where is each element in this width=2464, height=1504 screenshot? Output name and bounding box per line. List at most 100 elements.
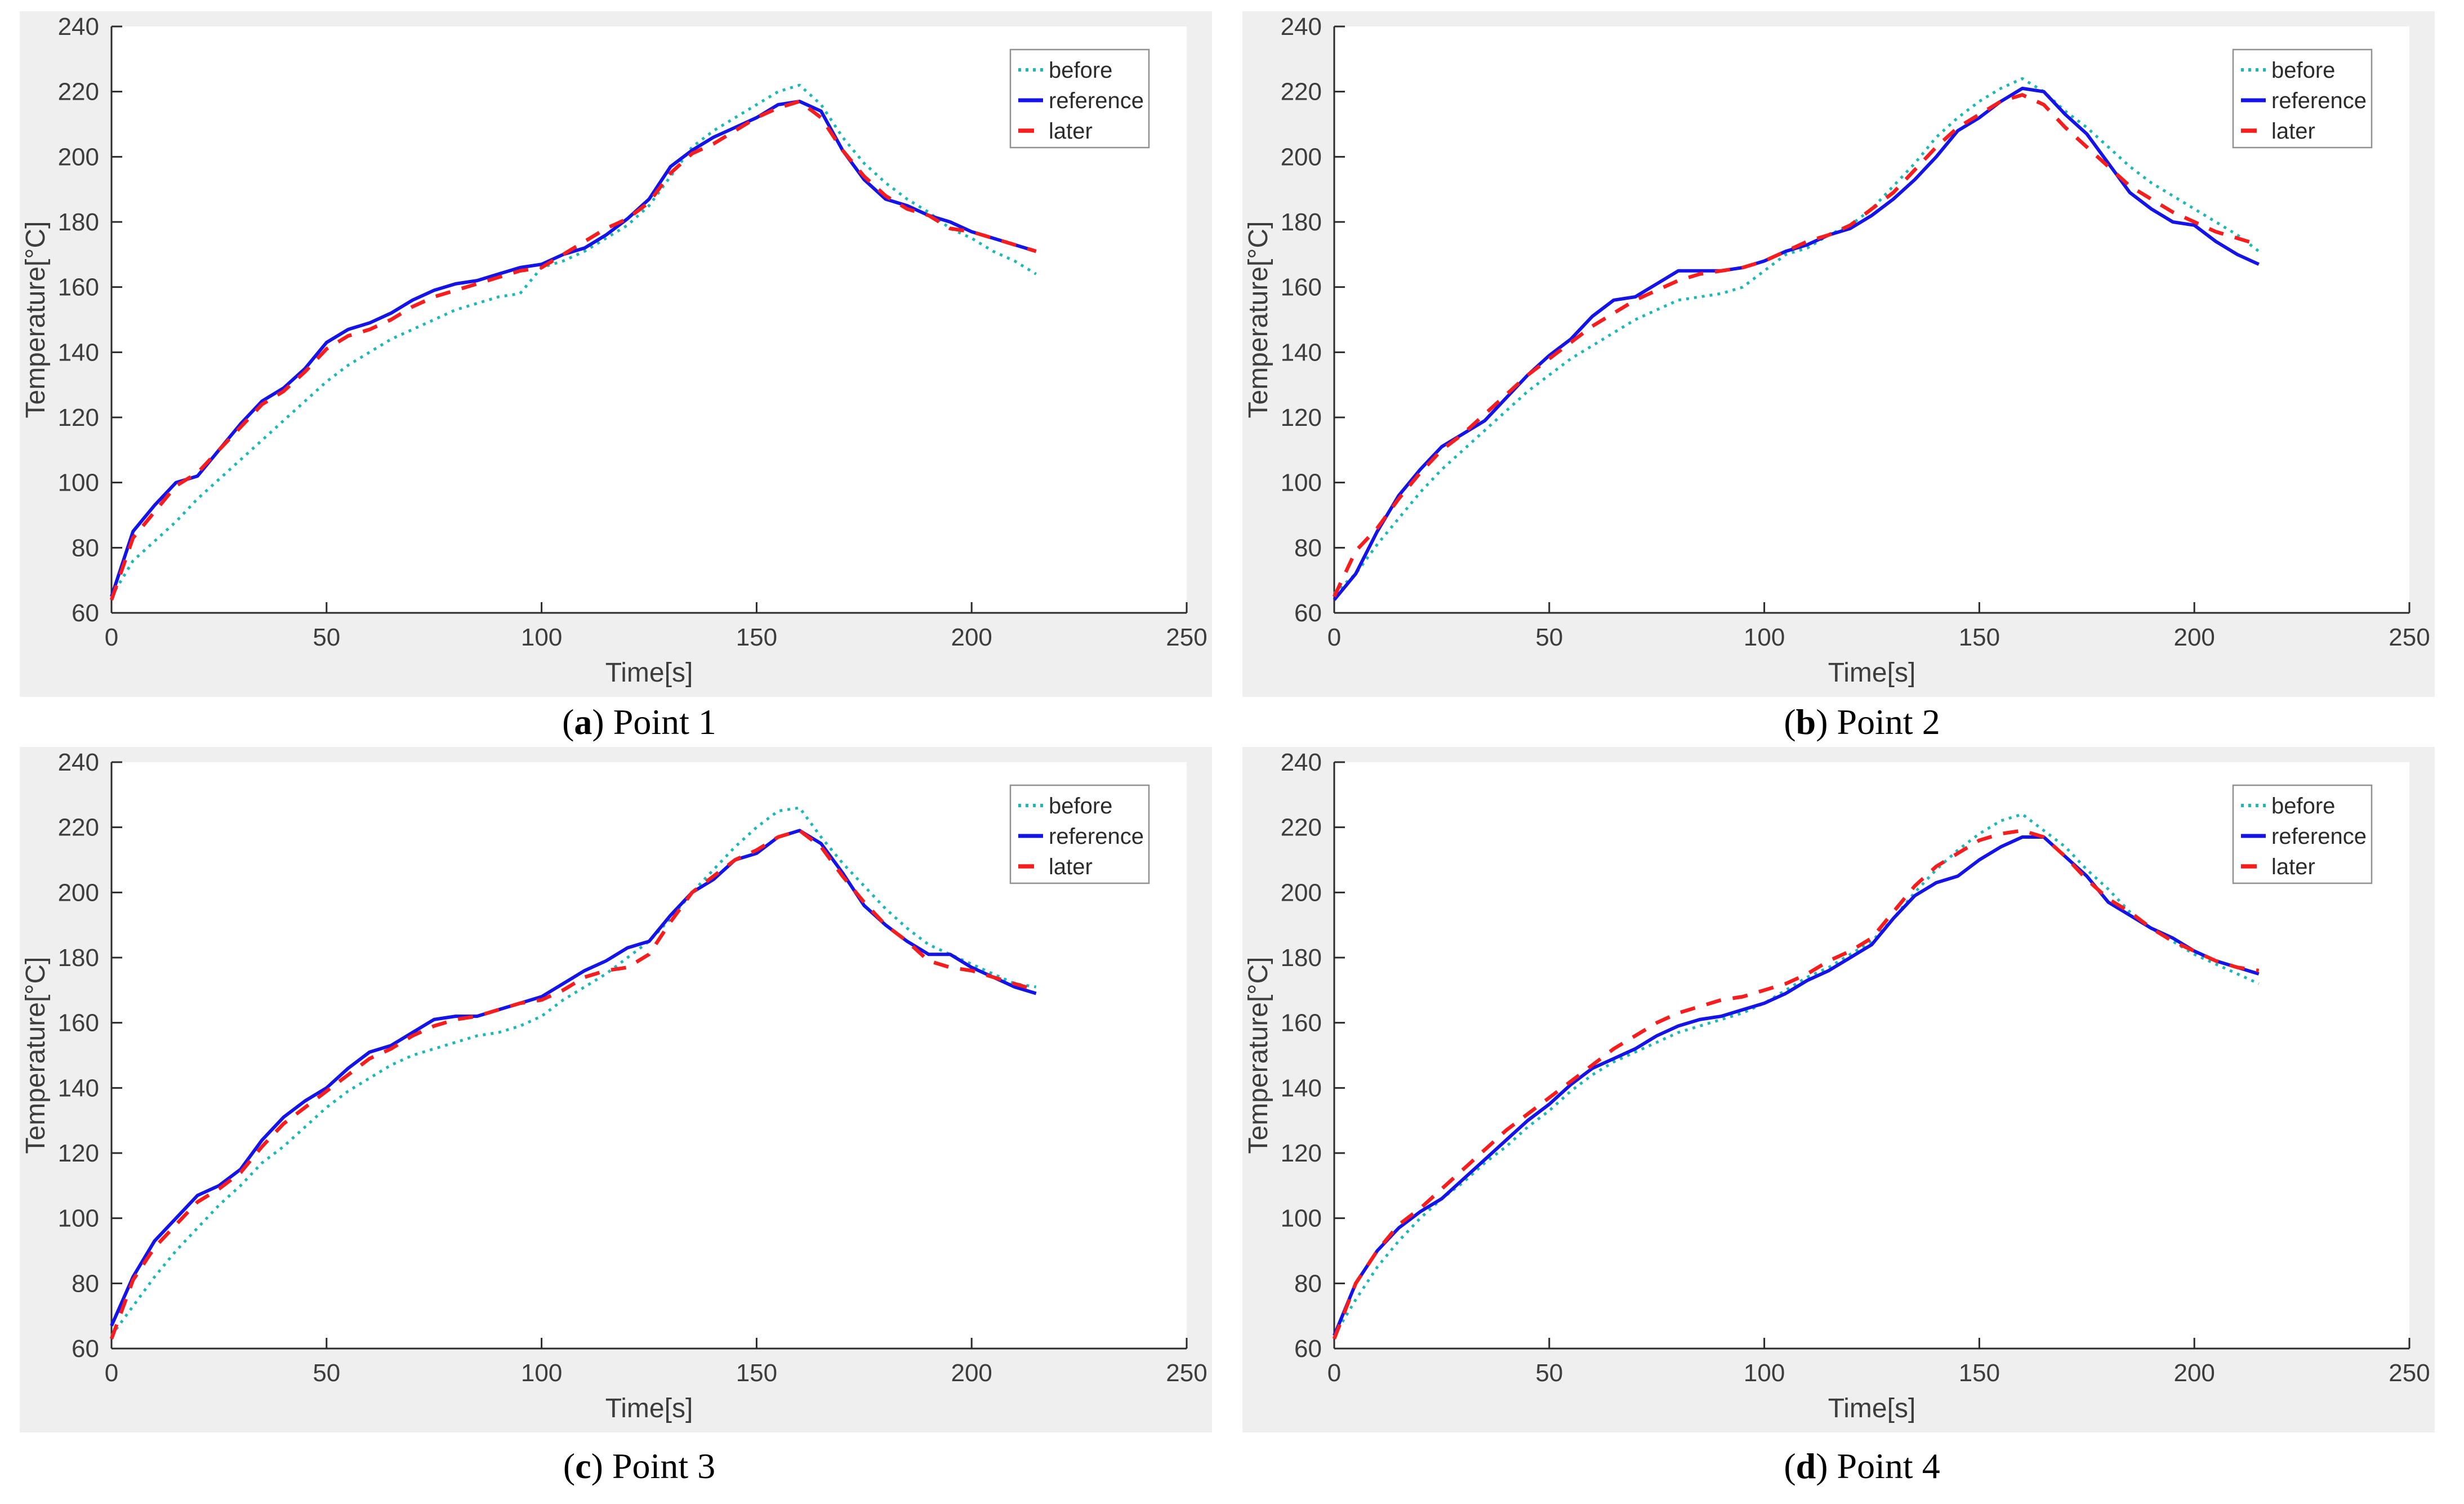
x-tick-label: 150 (1959, 624, 2000, 651)
caption-title: Point 4 (1837, 1446, 1940, 1486)
x-tick-label: 200 (2173, 624, 2215, 651)
y-tick-label: 240 (58, 13, 99, 41)
panel-point-4: 60 80 100 120 140 160 180 200 220 240 0 50 100 150 200… (1242, 747, 2435, 1432)
x-tick-label: 0 (1327, 1359, 1341, 1387)
legend-label-before: before (1049, 58, 1112, 83)
y-tick-label: 160 (1281, 274, 1322, 301)
series-later-line (109, 99, 1037, 600)
y-tick-label: 80 (1294, 534, 1322, 562)
x-tick-label: 50 (313, 1359, 340, 1387)
series-reference-line (110, 100, 1037, 598)
caption-open-paren: ( (562, 701, 574, 742)
x-axis-label: Time[s] (1828, 658, 1916, 688)
legend-label-later: later (2271, 119, 2315, 144)
x-tick-label: 100 (521, 1359, 562, 1387)
series-before-line (110, 83, 1037, 598)
y-tick-label: 100 (58, 469, 99, 497)
y-tick-label: 140 (1281, 1074, 1322, 1102)
x-tick-label: 200 (951, 624, 992, 651)
caption-point-4: (d) Point 4 (1334, 1432, 2390, 1500)
y-tick-label: 60 (1294, 599, 1322, 627)
y-tick-label: 200 (1281, 143, 1322, 171)
y-tick-label: 120 (58, 404, 99, 431)
x-axis-label: Time[s] (1828, 1394, 1916, 1423)
legend-label-before: before (1049, 794, 1112, 818)
legend-label-reference: reference (2271, 88, 2367, 113)
series-reference-line (1333, 835, 2260, 1337)
x-tick-label: 50 (1535, 1359, 1563, 1387)
chart-point-4: 60 80 100 120 140 160 180 200 220 240 0 50 100 150 200… (1244, 749, 2430, 1423)
y-tick-label: 80 (72, 1270, 99, 1297)
x-tick-label: 250 (1166, 1359, 1207, 1387)
caption-close-paren: ) (1816, 701, 1837, 742)
y-tick-label: 240 (1281, 13, 1322, 41)
y-axis-label: Temperature[°C] (21, 221, 51, 419)
caption-open-paren: ( (563, 1446, 576, 1486)
x-tick-label: 250 (2389, 1359, 2430, 1387)
y-tick-label: 160 (58, 1009, 99, 1037)
x-tick-label: 50 (1535, 624, 1563, 651)
y-tick-label: 240 (58, 749, 99, 776)
x-axis-label: Time[s] (605, 1394, 693, 1423)
y-tick-label: 180 (1281, 208, 1322, 236)
x-tick-label: 100 (1744, 624, 1785, 651)
y-tick-label: 180 (58, 208, 99, 236)
x-axis-label: Time[s] (605, 658, 693, 688)
y-tick-label: 140 (58, 1074, 99, 1102)
y-tick-label: 100 (1281, 469, 1322, 497)
y-tick-label: 60 (1294, 1335, 1322, 1363)
legend-label-reference: reference (1049, 88, 1144, 113)
x-tick-label: 150 (736, 624, 777, 651)
x-tick-label: 0 (105, 1359, 118, 1387)
series-later-line (1333, 93, 2260, 598)
y-tick-label: 120 (58, 1140, 99, 1167)
legend-label-later: later (1049, 119, 1093, 144)
caption-letter: a (574, 701, 592, 742)
caption-point-2: (b) Point 2 (1334, 697, 2390, 747)
x-tick-label: 50 (313, 624, 340, 651)
x-tick-label: 200 (951, 1359, 992, 1387)
y-axis-label: Temperature[°C] (21, 957, 51, 1154)
caption-point-1: (a) Point 1 (112, 697, 1167, 747)
caption-letter: b (1795, 701, 1816, 742)
x-tick-label: 200 (2173, 1359, 2215, 1387)
y-axis-label: Temperature[°C] (1244, 957, 1273, 1154)
caption-title: Point 1 (613, 701, 716, 742)
x-tick-label: 150 (1959, 1359, 2000, 1387)
y-tick-label: 60 (72, 599, 99, 627)
y-tick-label: 240 (1281, 749, 1322, 776)
plot-area (112, 26, 1187, 613)
chart-point-1: 60 80 100 120 140 160 180 200 220 240 0 50 100 150 200… (21, 13, 1208, 688)
x-tick-label: 150 (736, 1359, 777, 1387)
caption-point-3: (c) Point 3 (112, 1432, 1167, 1500)
x-tick-label: 100 (521, 624, 562, 651)
y-tick-label: 140 (58, 339, 99, 366)
y-tick-label: 120 (1281, 1140, 1322, 1167)
y-tick-label: 220 (58, 78, 99, 106)
panel-point-1: 60 80 100 120 140 160 180 200 220 240 0 50 100 150 200… (20, 11, 1212, 697)
series-later-line (109, 829, 1037, 1340)
x-tick-label: 0 (105, 624, 118, 651)
y-tick-label: 80 (1294, 1270, 1322, 1297)
panel-point-2: 60 80 100 120 140 160 180 200 220 240 0 50 100 150 200… (1242, 11, 2435, 697)
caption-letter: d (1795, 1446, 1816, 1486)
y-tick-label: 100 (1281, 1205, 1322, 1232)
y-axis-label: Temperature[°C] (1244, 221, 1273, 419)
caption-close-paren: ) (592, 701, 613, 742)
plot-area (112, 762, 1187, 1349)
caption-title: Point 3 (612, 1446, 716, 1486)
x-tick-label: 250 (1166, 624, 1207, 651)
caption-open-paren: ( (1784, 701, 1796, 742)
y-tick-label: 220 (58, 814, 99, 842)
y-tick-label: 160 (1281, 1009, 1322, 1037)
y-tick-label: 100 (58, 1205, 99, 1232)
legend-label-before: before (2271, 794, 2335, 818)
legend-label-later: later (1049, 855, 1093, 879)
y-tick-label: 220 (1281, 814, 1322, 842)
chart-point-2: 60 80 100 120 140 160 180 200 220 240 0 50 100 150 200… (1244, 13, 2430, 688)
y-tick-label: 140 (1281, 339, 1322, 366)
y-tick-label: 60 (72, 1335, 99, 1363)
legend-label-reference: reference (1049, 824, 1144, 849)
y-tick-label: 160 (58, 274, 99, 301)
